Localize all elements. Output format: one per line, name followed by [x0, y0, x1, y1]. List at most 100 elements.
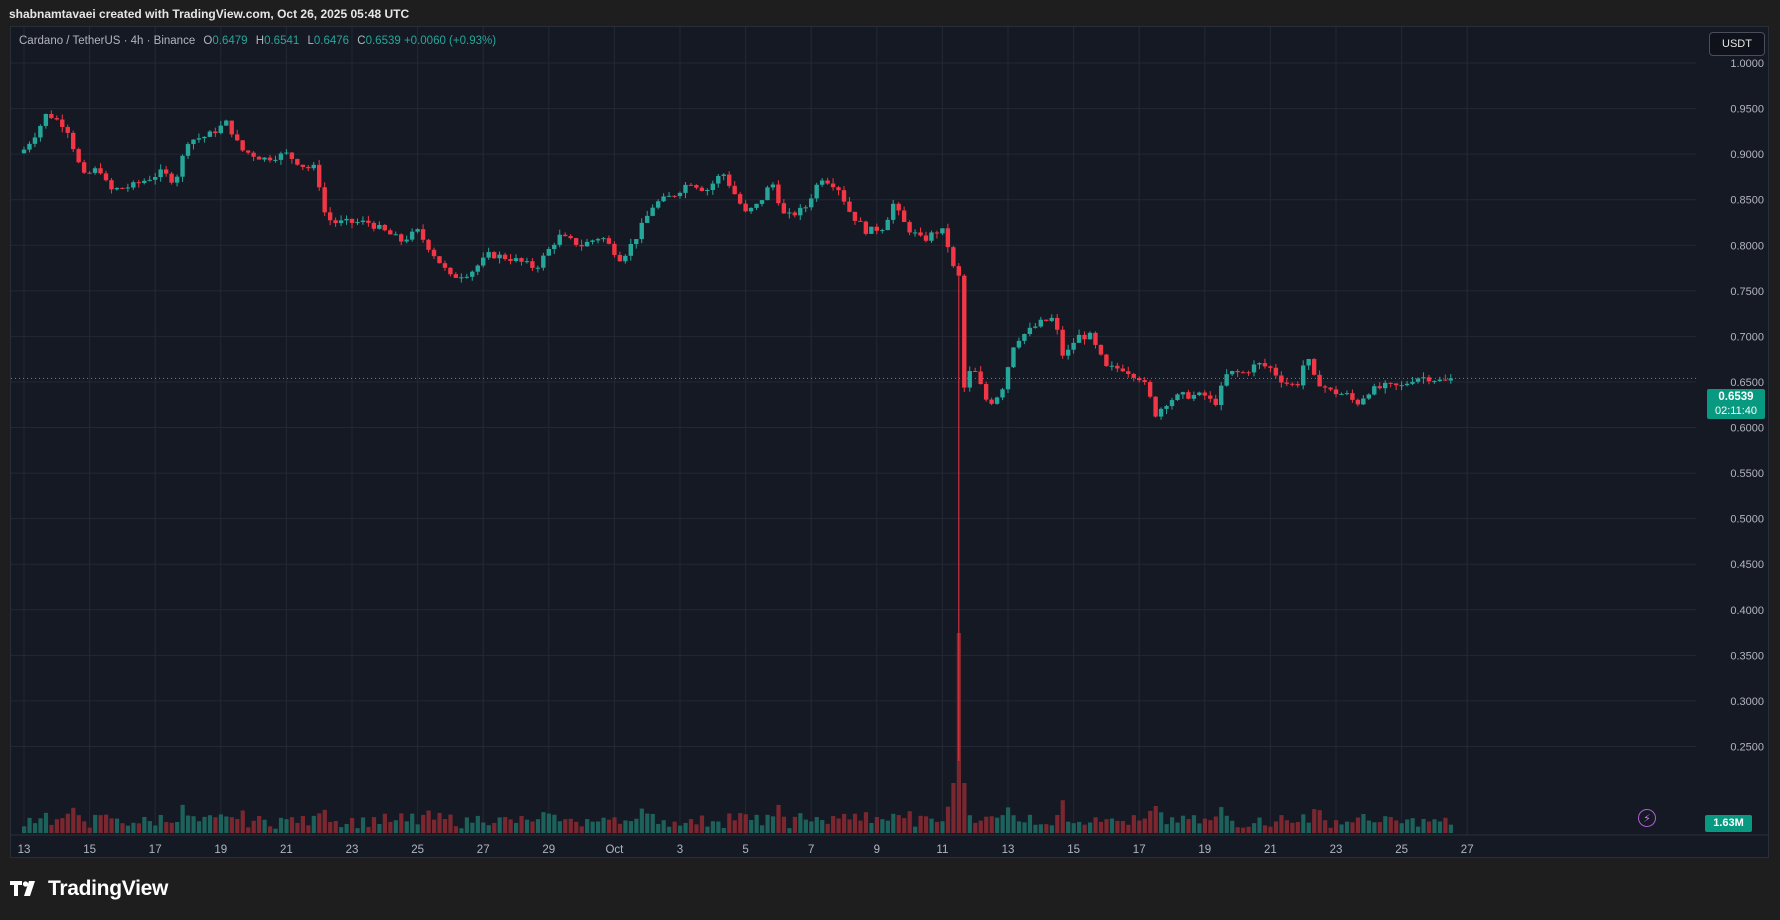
volume-bar — [1049, 825, 1054, 833]
volume-bar — [803, 819, 808, 833]
volume-bar — [1131, 815, 1136, 833]
candle-body — [1202, 392, 1207, 396]
volume-bar — [951, 783, 956, 833]
volume-bar — [754, 814, 759, 833]
candle-body — [142, 180, 147, 184]
volume-bar — [667, 826, 672, 833]
candle-body — [841, 190, 847, 202]
volume-bar — [229, 817, 234, 833]
volume-bar — [93, 814, 98, 833]
volume-bar — [1312, 809, 1317, 833]
candle-body — [278, 153, 284, 160]
volume-bar — [322, 809, 327, 833]
candle-body — [765, 187, 770, 201]
volume-bar — [1120, 821, 1125, 833]
candle-body — [901, 210, 907, 223]
volume-bar — [1252, 823, 1257, 833]
x-tick-label: 15 — [83, 844, 96, 856]
volume-bar — [87, 827, 92, 833]
volume-bar — [732, 820, 737, 833]
volume-bar — [694, 824, 699, 833]
volume-bar — [836, 818, 841, 833]
candle-body — [1153, 396, 1158, 417]
candle-body — [743, 203, 748, 212]
candle-body — [956, 266, 961, 276]
candle-body — [120, 187, 125, 189]
candle-body — [852, 211, 858, 221]
volume-bar — [1230, 820, 1235, 833]
volume-bar — [240, 810, 245, 833]
currency-button[interactable]: USDT — [1709, 32, 1765, 56]
chart-panel[interactable]: 1.0000 0.9500 0.9000 0.8500 0.8000 0.7500 0.70… — [10, 26, 1769, 858]
tradingview-logo-icon — [10, 879, 42, 899]
volume-bar — [606, 819, 612, 833]
volume-bar — [1350, 822, 1355, 833]
candle-body — [1257, 363, 1262, 365]
x-tick-label: 21 — [1264, 844, 1277, 856]
x-tick-label: 13 — [18, 844, 31, 856]
candle-body — [666, 195, 672, 197]
candle-body — [655, 201, 661, 208]
volume-bar — [869, 822, 874, 833]
y-tick-label: 0.8500 — [1730, 195, 1764, 207]
chart-credit: shabnamtavaei created with TradingView.c… — [9, 7, 410, 21]
candle-body — [803, 207, 808, 209]
candle-body — [196, 138, 202, 140]
candle-body — [267, 157, 273, 161]
candlestick-chart[interactable]: 1.0000 0.9500 0.9000 0.8500 0.8000 0.7500 0.70… — [11, 27, 1769, 858]
candle-body — [967, 371, 972, 388]
volume-bar — [1224, 815, 1229, 833]
x-tick-label: 15 — [1067, 844, 1080, 856]
volume-bar — [1191, 815, 1197, 833]
volume-bar — [825, 823, 830, 833]
volume-bar — [716, 821, 721, 833]
y-tick-label: 0.8000 — [1730, 240, 1764, 252]
candle-body — [754, 203, 759, 208]
candle-body — [218, 125, 223, 134]
candle-body — [918, 232, 923, 236]
volume-bar — [1416, 826, 1421, 833]
volume-bar — [1060, 800, 1065, 833]
candle-body — [563, 234, 568, 237]
volume-bar — [1235, 827, 1240, 833]
volume-bar — [82, 821, 87, 833]
volume-bar — [311, 815, 316, 833]
candle-body — [776, 184, 781, 204]
volume-bar — [710, 821, 715, 833]
candle-body — [1421, 377, 1426, 379]
candle-body — [787, 212, 792, 214]
candle-body — [399, 234, 404, 242]
volume-bar — [213, 817, 218, 833]
volume-bar — [727, 813, 732, 833]
candle-body — [1055, 317, 1060, 330]
candle-body — [1311, 359, 1317, 375]
candle-body — [262, 157, 267, 160]
high-value: 0.6541 — [264, 35, 300, 47]
lightning-icon[interactable]: ⚡ — [1638, 809, 1656, 827]
volume-bar — [404, 821, 409, 833]
candle-body — [76, 149, 81, 163]
volume-bar — [191, 816, 196, 833]
candle-body — [830, 183, 836, 188]
candle-body — [710, 183, 715, 190]
volume-bar — [1399, 823, 1404, 833]
volume-bar — [1344, 821, 1350, 833]
volume-bar — [202, 816, 207, 833]
candle-body — [1044, 319, 1049, 321]
volume-bar — [776, 804, 781, 833]
candle-body — [1175, 394, 1180, 401]
candle-body — [491, 252, 497, 259]
volume-bar — [415, 824, 420, 833]
candle-body — [497, 254, 502, 259]
volume-bar — [535, 819, 541, 833]
candle-body — [377, 224, 382, 229]
volume-bar — [371, 817, 377, 833]
y-tick-label: 0.9000 — [1730, 149, 1764, 161]
candle-body — [92, 168, 98, 173]
y-tick-label: 0.5500 — [1730, 468, 1764, 480]
volume-bar — [913, 826, 918, 833]
candle-body — [1372, 386, 1377, 395]
candle-body — [541, 255, 546, 268]
volume-bar — [574, 821, 579, 833]
volume-bar — [262, 819, 267, 833]
